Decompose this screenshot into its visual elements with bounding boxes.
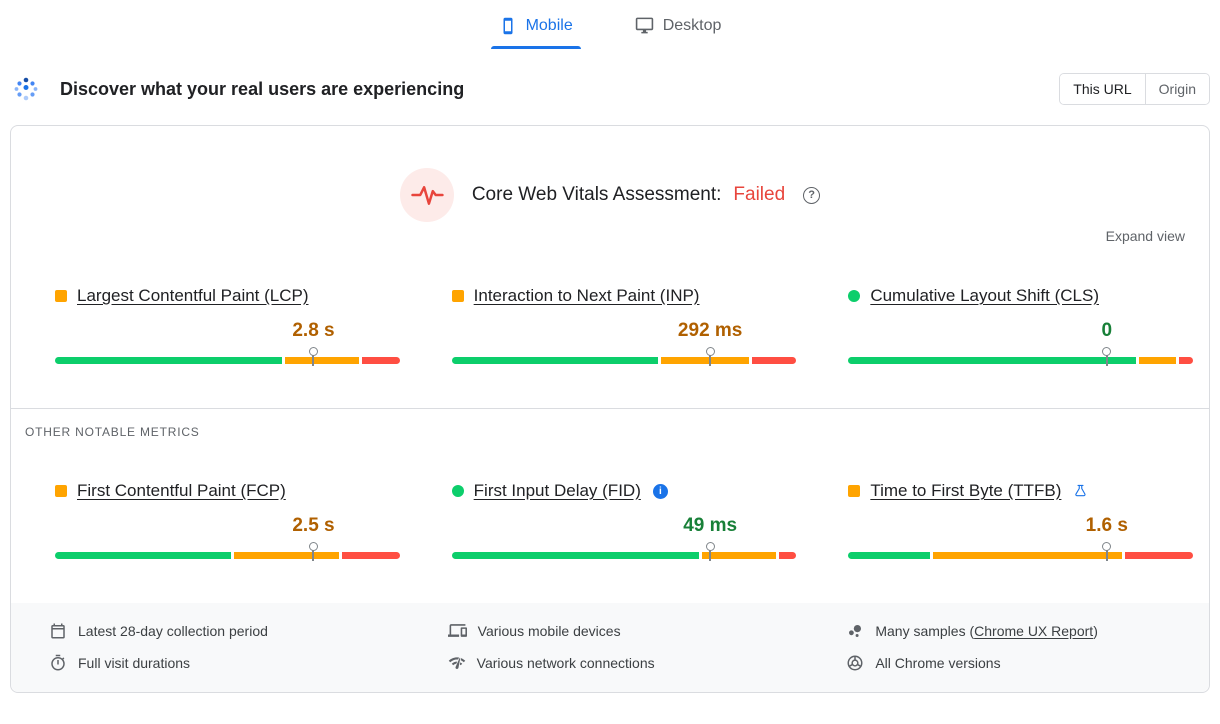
metric-cls-gauge	[848, 347, 1193, 366]
samples-text: Many samples (Chrome UX Report)	[875, 622, 1098, 639]
metric-ttfb-link[interactable]: Time to First Byte (TTFB)	[870, 481, 1062, 500]
core-metrics-grid: Largest Contentful Paint (LCP) 2.8 s Int…	[11, 284, 1209, 366]
gauge-good-segment	[55, 552, 232, 559]
expand-view-link[interactable]: Expand view	[1105, 228, 1185, 244]
visit-durations-text: Full visit durations	[78, 655, 191, 671]
metric-rating-bullet	[848, 290, 861, 302]
experimental-flask-icon[interactable]	[1073, 483, 1088, 499]
assessment-title: Core Web Vitals Assessment:	[471, 184, 722, 205]
help-icon[interactable]: ?	[803, 186, 821, 204]
gauge-good-segment	[55, 357, 282, 364]
metric-inp-link[interactable]: Interaction to Next Paint (INP)	[473, 286, 700, 305]
network-signal-icon	[448, 654, 466, 672]
gauge-poor-segment	[1179, 357, 1193, 364]
chrome-ux-report-link[interactable]: Chrome UX Report	[974, 622, 1094, 639]
gauge-poor-segment	[1125, 552, 1193, 559]
field-data-header: Discover what your real users are experi…	[0, 73, 1220, 105]
devices-icon	[447, 621, 467, 640]
gauge-good-segment	[848, 357, 1137, 364]
metric-rating-bullet	[848, 485, 861, 497]
metric-inp-value: 292 ms	[677, 320, 743, 341]
metric-ttfb-gauge	[848, 542, 1193, 561]
metric-fid-link[interactable]: First Input Delay (FID)	[473, 481, 641, 500]
tab-mobile-label: Mobile	[525, 16, 573, 34]
gauge-needs-improvement-segment	[234, 552, 340, 559]
metric-fcp-gauge	[55, 542, 400, 561]
this-url-button[interactable]: This URL	[1060, 74, 1145, 104]
metric-inp-gauge	[451, 347, 797, 366]
device-tab-bar: Mobile Desktop	[0, 0, 1220, 49]
metric-fcp-value: 2.5 s	[292, 515, 335, 536]
metric-lcp: Largest Contentful Paint (LCP) 2.8 s	[55, 284, 400, 366]
metric-ttfb: Time to First Byte (TTFB) 1.6 s	[848, 479, 1193, 561]
tab-desktop-label: Desktop	[662, 16, 722, 34]
chrome-versions-text: All Chrome versions	[875, 655, 1001, 671]
tab-desktop[interactable]: Desktop	[627, 8, 730, 49]
devices-item: Various mobile devices	[447, 621, 795, 640]
gauge-needs-improvement-segment	[661, 357, 750, 364]
heartbeat-icon	[399, 168, 454, 222]
gauge-good-segment	[848, 552, 930, 559]
chrome-icon	[846, 654, 864, 672]
metric-fcp-link[interactable]: First Contentful Paint (FCP)	[77, 481, 286, 500]
metric-rating-bullet	[55, 290, 67, 302]
collection-period-text: Latest 28-day collection period	[78, 622, 268, 639]
data-collection-footer: Latest 28-day collection period Various …	[11, 603, 1209, 692]
other-metrics-label: OTHER NOTABLE METRICS	[25, 425, 200, 439]
metric-cls: Cumulative Layout Shift (CLS) 0	[848, 284, 1193, 366]
tab-mobile[interactable]: Mobile	[490, 8, 581, 49]
real-users-dot-cluster-icon	[12, 75, 40, 103]
url-origin-toggle: This URL Origin	[1059, 73, 1210, 105]
collection-period-item: Latest 28-day collection period	[49, 621, 396, 640]
metric-lcp-link[interactable]: Largest Contentful Paint (LCP)	[77, 286, 309, 305]
gauge-needs-improvement-segment	[701, 552, 777, 559]
samples-bubbles-icon	[846, 622, 864, 640]
gauge-poor-segment	[362, 357, 400, 364]
page-title: Discover what your real users are experi…	[60, 78, 465, 99]
desktop-monitor-icon	[635, 16, 654, 35]
devices-text: Various mobile devices	[477, 622, 621, 639]
metric-rating-bullet	[55, 485, 67, 497]
gauge-good-segment	[451, 357, 659, 364]
gauge-needs-improvement-segment	[1139, 357, 1177, 364]
gauge-needs-improvement-segment	[932, 552, 1123, 559]
metric-rating-bullet	[451, 290, 464, 302]
metric-fcp: First Contentful Paint (FCP) 2.5 s	[55, 479, 400, 561]
gauge-good-segment	[451, 552, 699, 559]
section-divider	[11, 408, 1209, 409]
metric-rating-bullet	[451, 485, 464, 497]
metric-fid-value: 49 ms	[683, 515, 738, 536]
metric-fid-gauge	[451, 542, 797, 561]
calendar-icon	[49, 622, 67, 640]
origin-button[interactable]: Origin	[1144, 74, 1209, 104]
gauge-poor-segment	[779, 552, 797, 559]
network-item: Various network connections	[448, 654, 795, 672]
samples-item: Many samples (Chrome UX Report)	[846, 621, 1193, 640]
metric-cls-link[interactable]: Cumulative Layout Shift (CLS)	[870, 286, 1099, 305]
metric-fid: First Input Delay (FID) i 49 ms	[451, 479, 797, 561]
gauge-needs-improvement-segment	[284, 357, 360, 364]
metric-lcp-gauge	[55, 347, 400, 366]
core-web-vitals-card: Core Web Vitals Assessment: Failed ? Exp…	[10, 125, 1210, 693]
network-text: Various network connections	[476, 655, 655, 671]
metric-ttfb-value: 1.6 s	[1085, 515, 1128, 536]
metric-inp: Interaction to Next Paint (INP) 292 ms	[451, 284, 797, 366]
assessment-row: Core Web Vitals Assessment: Failed ?	[11, 168, 1209, 222]
gauge-poor-segment	[752, 357, 797, 364]
assessment-result-badge: Failed	[733, 184, 786, 205]
stopwatch-icon	[49, 654, 67, 672]
info-icon[interactable]: i	[652, 483, 668, 499]
mobile-phone-icon	[499, 17, 517, 35]
visit-durations-item: Full visit durations	[49, 654, 396, 672]
other-metrics-grid: First Contentful Paint (FCP) 2.5 s First…	[11, 479, 1209, 561]
metric-cls-value: 0	[1101, 320, 1113, 341]
metric-lcp-value: 2.8 s	[292, 320, 335, 341]
chrome-versions-item: All Chrome versions	[846, 654, 1193, 672]
gauge-poor-segment	[342, 552, 400, 559]
